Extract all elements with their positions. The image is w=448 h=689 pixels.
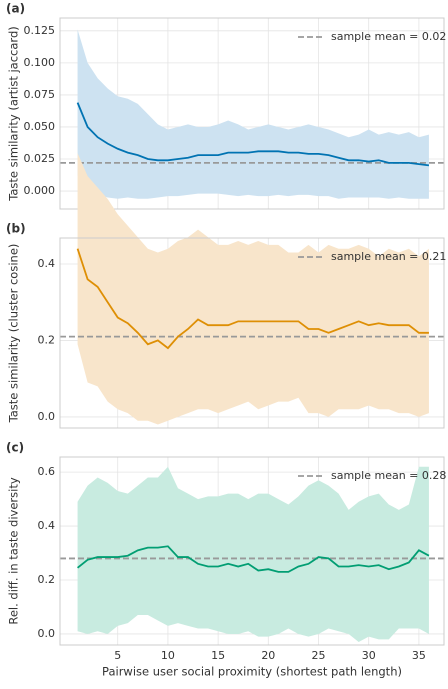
y-tick-label: 0.4 [38,257,56,270]
plot-frame [59,17,445,210]
y-axis-label: Taste similarity (artist jaccard) [7,26,21,202]
y-tick-label: 0.2 [38,573,56,586]
y-axis-label: Taste similarity (cluster cosine) [7,244,21,424]
x-axis-label: Pairwise user social proximity (shortest… [102,665,402,679]
confidence-band [77,29,429,199]
y-tick-label: 0.0 [38,410,56,423]
confidence-band [77,466,429,643]
series-line [76,102,430,167]
y-tick-label: 0.125 [24,24,56,37]
x-tick-label: 15 [211,649,225,662]
plot-frame [59,237,445,429]
legend-label: sample mean = 0.02 [331,30,446,43]
panel-label: (a) [6,2,25,16]
panel-label: (b) [6,222,26,236]
legend-label: sample mean = 0.21 [331,250,446,263]
x-tick-label: 35 [412,649,426,662]
y-tick-label: 0.025 [24,152,56,165]
series-line [76,248,429,350]
panel-label: (c) [6,441,24,455]
y-tick-label: 0.100 [24,56,56,69]
x-tick-label: 10 [161,649,175,662]
y-tick-label: 0.4 [38,519,56,532]
legend-label: sample mean = 0.28 [331,469,446,482]
y-tick-label: 0.6 [38,465,56,478]
x-tick-label: 20 [261,649,275,662]
y-tick-label: 0.000 [24,184,56,197]
confidence-band [77,153,429,425]
y-axis-label: Rel. diff. in taste diversity [7,477,21,625]
x-tick-label: 30 [362,649,376,662]
x-tick-label: 5 [114,649,121,662]
x-tick-label: 25 [312,649,326,662]
y-tick-label: 0.050 [24,120,56,133]
y-tick-label: 0.075 [24,88,56,101]
plot-frame [59,456,445,646]
y-tick-label: 0.2 [38,333,56,346]
series-line [77,545,430,573]
y-tick-label: 0.0 [38,627,56,640]
